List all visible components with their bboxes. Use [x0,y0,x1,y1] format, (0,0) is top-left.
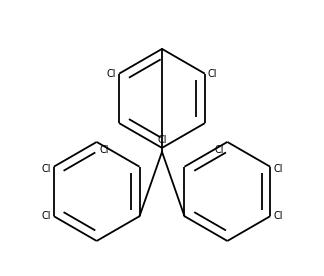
Text: Cl: Cl [107,69,116,79]
Text: Cl: Cl [100,145,109,155]
Text: Cl: Cl [41,211,51,221]
Text: Cl: Cl [273,164,283,174]
Text: Cl: Cl [273,211,283,221]
Text: Cl: Cl [157,135,167,145]
Text: Cl: Cl [215,145,224,155]
Text: Cl: Cl [41,164,51,174]
Text: Cl: Cl [208,69,217,79]
